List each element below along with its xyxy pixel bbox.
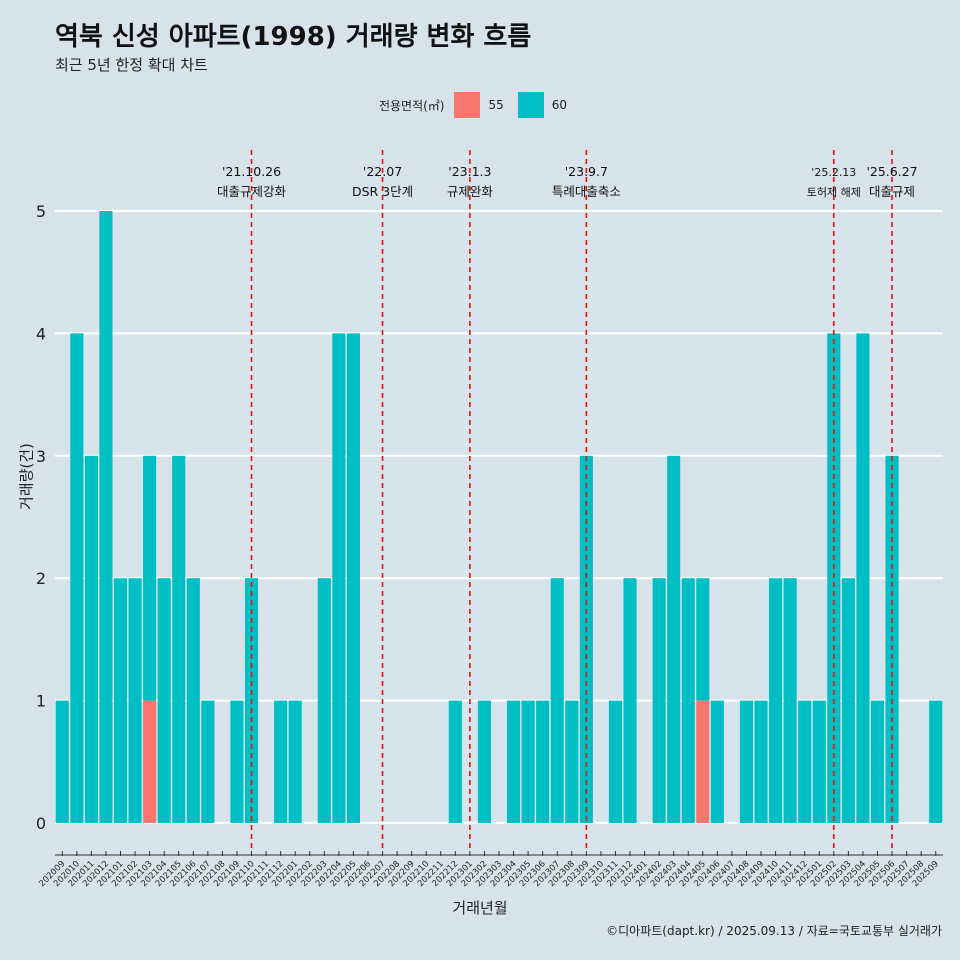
event-name-label: 규제완화 (447, 184, 494, 199)
bar-60-202311 (608, 700, 623, 823)
bar-60-202404 (681, 578, 695, 823)
event-name-label: DSR 3단계 (352, 184, 413, 199)
y-tick-label: 2 (36, 569, 46, 588)
bar-60-202201 (288, 700, 302, 823)
bar-60-202011 (84, 455, 98, 823)
bar-60-202107 (201, 700, 215, 823)
bar-60-202411 (783, 578, 797, 823)
bar-60-202405 (696, 578, 710, 701)
bar-60-202307 (550, 578, 564, 823)
legend-swatch-60 (517, 92, 544, 118)
event-date-label: '23.9.7 (565, 164, 608, 179)
bar-60-202412 (798, 700, 812, 823)
legend-label-55: 55 (488, 98, 504, 112)
bar-55-202405 (696, 700, 710, 823)
bar-60-202302 (477, 700, 491, 823)
x-axis-label: 거래년월 (452, 899, 508, 917)
bar-60-202501 (812, 700, 826, 823)
bar-60-202009 (55, 700, 69, 823)
bar-60-202410 (769, 578, 783, 823)
event-name-label: 대출규제 (869, 184, 915, 199)
legend-title: 전용면적(㎡) (378, 98, 445, 113)
bar-60-202010 (70, 333, 84, 823)
y-tick-label: 3 (36, 447, 46, 466)
event-name-label: 대출규제강화 (217, 184, 287, 199)
bar-60-202406 (710, 700, 724, 823)
event-layer: '21.10.26 대출규제강화 '22.07 DSR 3단계 '23.1.3 규제완화 '… (217, 150, 918, 850)
bar-60-202502 (827, 333, 841, 823)
y-axis-label: 거래량(건) (17, 443, 36, 510)
event-date-label: '25.2.13 (811, 166, 856, 179)
bar-layer (55, 211, 943, 823)
bar-60-202509 (929, 700, 943, 823)
chart-title: 역북 신성 아파트(1998) 거래량 변화 흐름 (55, 22, 532, 52)
bar-60-202409 (754, 700, 768, 823)
bar-60-202203 (317, 578, 331, 823)
bar-60-202402 (652, 578, 666, 823)
bar-60-202305 (521, 700, 535, 823)
y-tick-label: 1 (36, 692, 46, 711)
bar-55-202103 (143, 700, 157, 823)
bar-60-202403 (667, 455, 681, 823)
y-tick-label: 4 (36, 324, 46, 343)
bar-60-202104 (157, 578, 171, 823)
bar-60-202306 (536, 700, 550, 823)
y-tick-label: 0 (36, 814, 46, 833)
legend-swatch-55 (454, 92, 481, 118)
bar-60-202505 (870, 700, 885, 823)
bar-60-202204 (332, 333, 346, 823)
source-caption: ©디아파트(dapt.kr) / 2025.09.13 / 자료=국토교통부 실… (606, 924, 942, 938)
bar-60-202408 (739, 700, 754, 823)
bar-60-202112 (274, 700, 288, 823)
event-name-label: 특례대출축소 (552, 184, 621, 199)
y-tick-label: 5 (36, 202, 46, 221)
bar-60-202103 (143, 455, 157, 701)
event-date-label: '23.1.3 (448, 164, 491, 179)
bar-60-202012 (99, 211, 113, 823)
bar-60-202101 (113, 578, 128, 823)
bar-60-202205 (346, 333, 360, 823)
bar-60-202105 (172, 455, 186, 823)
legend: 전용면적(㎡) 55 60 (0, 92, 960, 118)
bar-60-202109 (230, 700, 244, 823)
bar-60-202102 (128, 578, 142, 823)
bar-60-202308 (565, 700, 579, 823)
event-date-label: '25.6.27 (866, 164, 917, 179)
bar-60-202503 (841, 578, 855, 823)
bar-60-202106 (186, 578, 200, 823)
chart-subtitle: 최근 5년 한정 확대 차트 (55, 56, 208, 74)
event-date-label: '22.07 (363, 164, 402, 179)
event-date-label: '21.10.26 (222, 164, 281, 179)
bar-60-202504 (856, 333, 870, 823)
bar-60-202312 (623, 578, 637, 823)
event-name-label: 토허제 해제 (807, 185, 861, 199)
bar-60-202212 (448, 700, 462, 823)
bar-60-202304 (507, 700, 521, 823)
legend-label-60: 60 (551, 98, 568, 112)
